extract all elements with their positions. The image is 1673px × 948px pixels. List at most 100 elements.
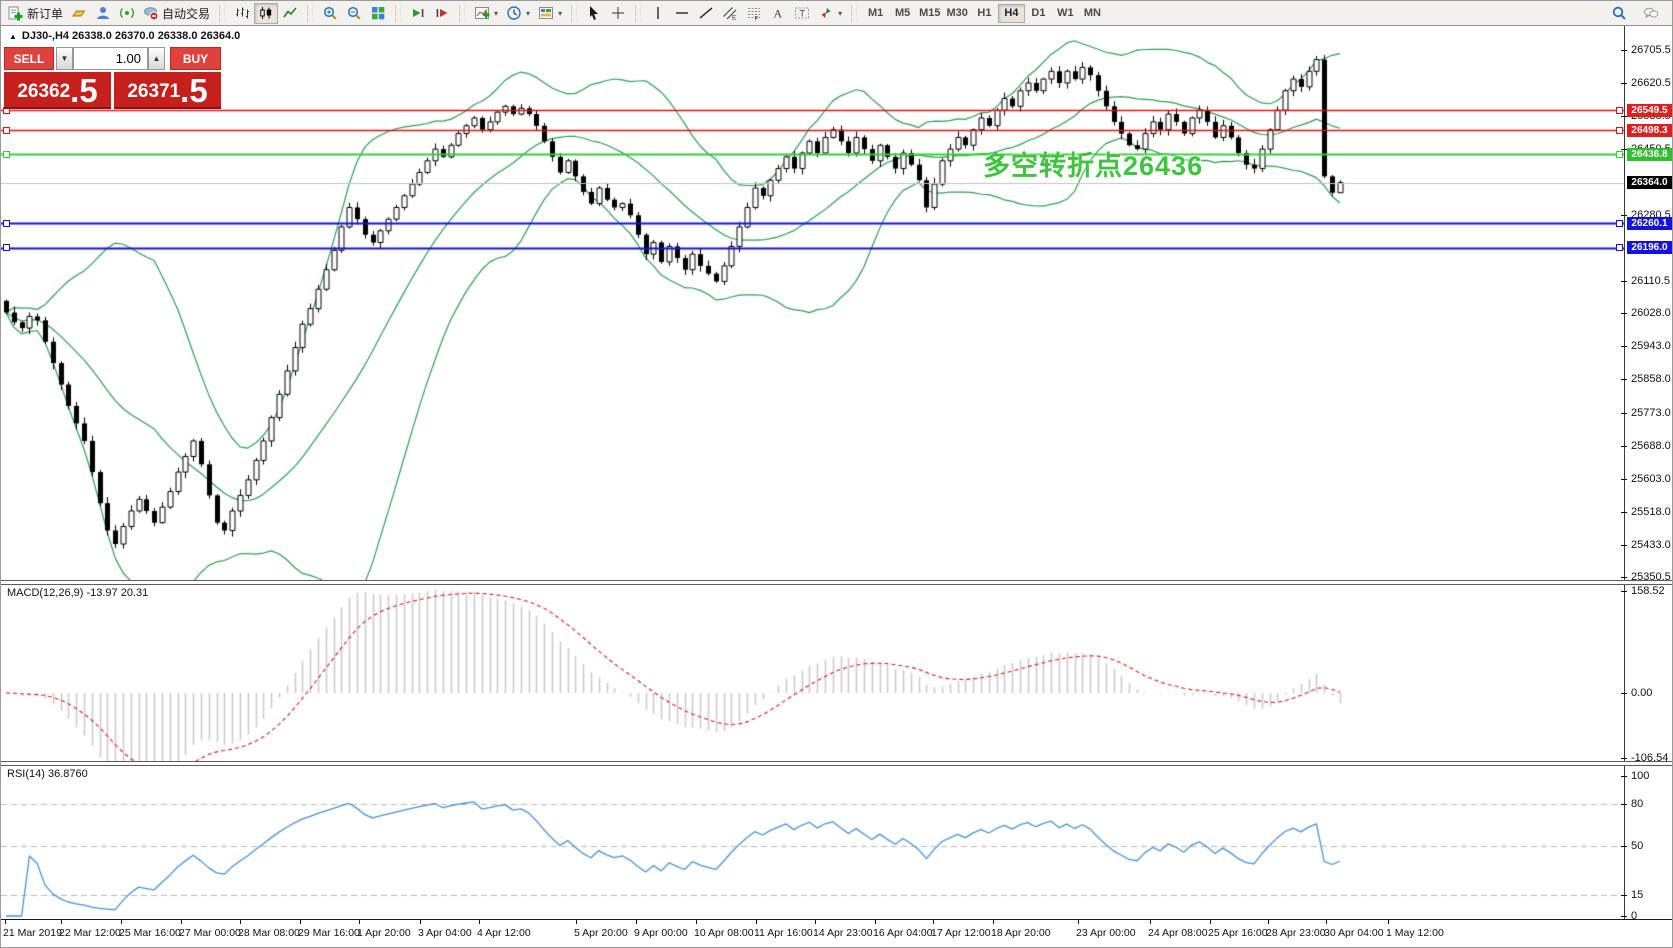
time-axis-label: 11 Apr 16:00 <box>754 927 813 939</box>
macd-panel-canvas[interactable] <box>1 583 1624 761</box>
price-tick-label: 25518.0 <box>1631 505 1671 518</box>
timeframe-m5-button[interactable]: M5 <box>889 4 916 23</box>
time-tick-mark <box>933 920 934 924</box>
template-button[interactable]: ▾ <box>534 3 566 24</box>
time-axis-label: 24 Apr 08:00 <box>1148 927 1208 939</box>
price-level-label[interactable]: 26549.5 <box>1627 103 1672 117</box>
collapse-arrow-icon[interactable]: ▲ <box>9 31 17 41</box>
level-line-handle[interactable] <box>3 150 10 158</box>
volume-input[interactable] <box>73 47 148 70</box>
crosshair-icon <box>610 5 626 21</box>
search-button[interactable] <box>1607 3 1631 24</box>
new-order-icon <box>8 5 24 21</box>
dropdown-caret-icon[interactable]: ▾ <box>494 8 499 18</box>
panel-splitter-rsi[interactable] <box>1 761 1672 766</box>
chart-title-text: DJ30-,H4 26338.0 26370.0 26338.0 26364.0 <box>21 30 241 42</box>
timeframe-m30-button[interactable]: M30 <box>944 4 971 23</box>
level-line-handle[interactable] <box>3 244 10 252</box>
vline-button[interactable] <box>646 3 670 24</box>
level-line-handle[interactable] <box>1616 106 1623 114</box>
timeframe-w1-button[interactable]: W1 <box>1052 4 1079 23</box>
price-tick-mark <box>1621 281 1627 282</box>
timeframe-mn-button[interactable]: MN <box>1079 4 1106 23</box>
signal-button[interactable] <box>115 3 139 24</box>
dropdown-caret-icon[interactable]: ▾ <box>838 8 843 18</box>
text-button[interactable]: A <box>766 3 790 24</box>
price-level-label[interactable]: 26196.0 <box>1627 241 1672 255</box>
cursor-button[interactable] <box>582 3 606 24</box>
chart-annotation[interactable]: 多空转折点26436 <box>983 151 1204 181</box>
bars-button[interactable] <box>230 3 254 24</box>
autotrade-button[interactable]: 自动交易 <box>139 3 214 24</box>
buy-price-box[interactable]: 26371.5 <box>114 72 221 109</box>
timeframe-h4-button[interactable]: H4 <box>997 3 1025 23</box>
price-chart-canvas[interactable] <box>1 26 1624 580</box>
volume-decrease-button[interactable]: ▼ <box>56 47 73 70</box>
sell-button[interactable]: SELL <box>4 47 54 70</box>
periods-button[interactable]: ▾ <box>502 3 534 24</box>
rsi-tick-mark <box>1621 804 1627 805</box>
price-tick-mark <box>1621 50 1627 51</box>
timeframe-h1-button[interactable]: H1 <box>971 4 998 23</box>
volume-increase-button[interactable]: ▲ <box>148 47 165 70</box>
channel-button[interactable]: E <box>718 3 742 24</box>
hline-icon <box>674 5 690 21</box>
trendline-button[interactable] <box>694 3 718 24</box>
timeframe-m1-button[interactable]: M1 <box>862 4 889 23</box>
buy-button[interactable]: BUY <box>170 47 221 70</box>
toolbar-separator <box>635 4 642 22</box>
line-chart-button[interactable] <box>278 3 302 24</box>
sell-price-frac: .5 <box>70 72 98 109</box>
level-line-handle[interactable] <box>1616 219 1623 227</box>
template-icon <box>538 5 554 21</box>
panel-splitter-macd[interactable] <box>1 580 1672 585</box>
timeframe-d1-button[interactable]: D1 <box>1025 4 1052 23</box>
sell-price-box[interactable]: 26362.5 <box>4 72 111 109</box>
macd-tick-mark <box>1621 591 1627 592</box>
autotrade-icon <box>143 5 159 21</box>
price-tick-label: 26705.5 <box>1631 43 1671 56</box>
chart-shift-icon <box>434 5 450 21</box>
price-axis[interactable] <box>1625 26 1672 919</box>
time-axis-label: 9 Apr 00:00 <box>634 927 688 939</box>
profile-button[interactable] <box>91 3 115 24</box>
level-line-handle[interactable] <box>3 126 10 134</box>
fibo-button[interactable]: F <box>742 3 766 24</box>
label-button[interactable]: T <box>790 3 814 24</box>
time-axis-label: 22 Mar 12:00 <box>59 927 121 939</box>
price-level-label[interactable]: 26260.1 <box>1627 216 1672 230</box>
macd-tick-mark <box>1621 758 1627 759</box>
price-tick-label: 25350.5 <box>1631 570 1671 583</box>
candles-button[interactable] <box>254 2 279 24</box>
timeframe-m15-button[interactable]: M15 <box>916 4 943 23</box>
auto-scroll-button[interactable] <box>406 3 430 24</box>
price-tick-label: 25603.0 <box>1631 472 1671 485</box>
chart-shift-button[interactable] <box>430 3 454 24</box>
toolbar-separator <box>571 4 578 22</box>
price-level-label[interactable]: 26498.3 <box>1627 123 1672 137</box>
price-level-label[interactable]: 26364.0 <box>1627 176 1672 190</box>
price-level-label[interactable]: 26436.8 <box>1627 147 1672 161</box>
crosshair-button[interactable] <box>606 3 630 24</box>
zoom-out-button[interactable] <box>342 3 366 24</box>
time-axis-label: 4 Apr 12:00 <box>477 927 531 939</box>
indicators-button[interactable]: ▾ <box>470 3 502 24</box>
tile-windows-button[interactable] <box>366 3 390 24</box>
rsi-tick-label: 0 <box>1631 910 1638 922</box>
gold-button[interactable] <box>67 3 91 24</box>
level-line-handle[interactable] <box>3 219 10 227</box>
time-tick-mark <box>875 920 876 924</box>
arrows-button[interactable]: ▾ <box>814 3 846 24</box>
level-line-handle[interactable] <box>1616 150 1623 158</box>
hline-button[interactable] <box>670 3 694 24</box>
dropdown-caret-icon[interactable]: ▾ <box>558 8 563 18</box>
dropdown-caret-icon[interactable]: ▾ <box>526 8 531 18</box>
level-line-handle[interactable] <box>1616 126 1623 134</box>
new-order-button[interactable]: 新订单 <box>4 3 67 24</box>
zoom-in-button[interactable] <box>318 3 342 24</box>
level-line-handle[interactable] <box>1616 244 1623 252</box>
time-tick-mark <box>240 920 241 924</box>
chat-button[interactable] <box>1639 3 1663 24</box>
rsi-panel-canvas[interactable] <box>1 764 1624 919</box>
time-axis[interactable]: 21 Mar 2019 22 Mar 12:00 25 Mar 16:00 27 Ma… <box>1 919 1672 947</box>
